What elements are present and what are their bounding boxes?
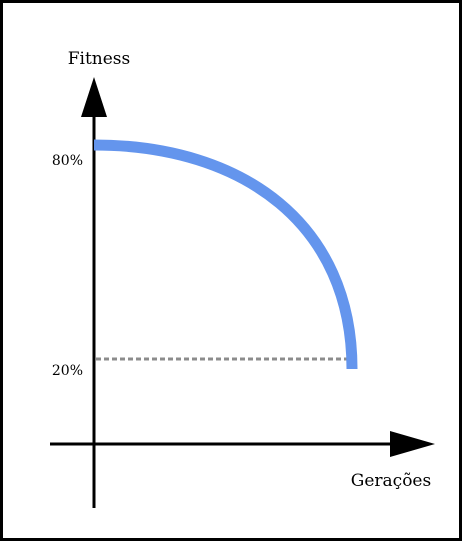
x-axis-arrowhead	[390, 431, 435, 457]
y-axis-arrowhead	[81, 77, 107, 117]
y-tick-label-80: 80%	[52, 153, 83, 169]
y-tick-label-20: 20%	[52, 363, 83, 379]
fitness-curve	[93, 139, 358, 370]
y-axis-label: Fitness	[68, 49, 131, 69]
chart-svg: Fitness Gerações 80% 20%	[50, 49, 435, 508]
x-axis-label: Gerações	[351, 471, 431, 491]
